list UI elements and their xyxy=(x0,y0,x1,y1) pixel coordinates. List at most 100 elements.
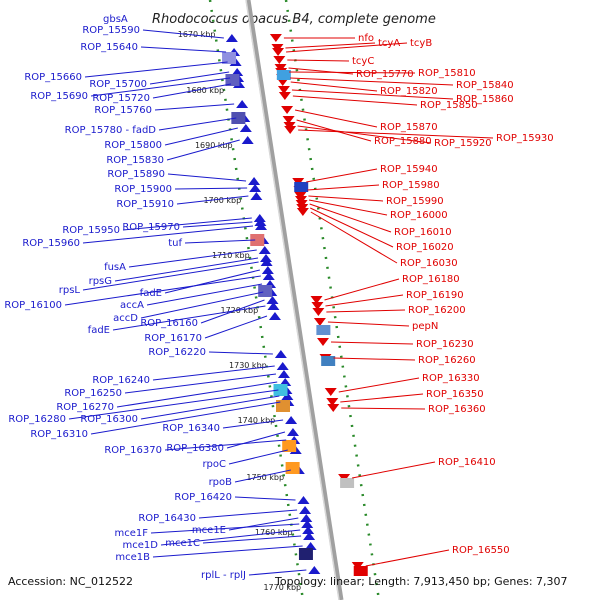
minus-strand-gene-arrow[interactable] xyxy=(284,126,297,134)
gene-label[interactable]: pepN xyxy=(412,321,438,332)
gene-label[interactable]: ROP_16350 xyxy=(426,389,484,400)
plus-strand-gene-arrow[interactable] xyxy=(258,246,271,254)
minus-strand-gene-block[interactable] xyxy=(340,478,355,488)
plus-strand-gene-arrow[interactable] xyxy=(301,520,314,528)
gene-label[interactable]: ROP_15940 xyxy=(380,164,438,175)
gene-label[interactable]: ROP_15700 xyxy=(89,79,147,90)
gene-label[interactable]: tcyA xyxy=(378,38,400,49)
gene-label[interactable]: ROP_16360 xyxy=(428,404,486,415)
gene-label[interactable]: fadE xyxy=(88,325,110,336)
gene-label[interactable]: ROP_15860 xyxy=(456,94,514,105)
gene-label[interactable]: mce1E xyxy=(192,525,226,536)
gene-label[interactable]: ROP_16270 xyxy=(56,402,114,413)
plus-strand-gene-arrow[interactable] xyxy=(297,496,310,504)
gene-label[interactable]: ROP_16380 xyxy=(166,443,224,454)
plus-strand-gene-arrow[interactable] xyxy=(277,370,290,378)
gene-label[interactable]: ROP_15820 xyxy=(380,86,438,97)
plus-strand-gene-arrow[interactable] xyxy=(266,296,279,304)
gene-label[interactable]: ROP_16160 xyxy=(140,318,198,329)
gene-label[interactable]: ROP_16020 xyxy=(396,242,454,253)
gene-label[interactable]: accA xyxy=(120,300,144,311)
gene-label[interactable]: ROP_16280 xyxy=(8,414,66,425)
gene-label[interactable]: tcyB xyxy=(410,38,432,49)
minus-strand-gene-arrow[interactable] xyxy=(277,86,290,94)
gene-label[interactable]: ROP_16300 xyxy=(80,414,138,425)
gene-label[interactable]: ROP_16180 xyxy=(402,274,460,285)
minus-strand-gene-arrow[interactable] xyxy=(281,106,294,114)
minus-strand-gene-arrow[interactable] xyxy=(326,398,339,406)
gene-label[interactable]: mce1F xyxy=(114,528,148,539)
plus-strand-gene-arrow[interactable] xyxy=(267,302,280,310)
minus-strand-gene-block[interactable] xyxy=(321,356,336,366)
plus-strand-gene-block[interactable] xyxy=(273,384,288,396)
gene-label[interactable]: ROP_15920 xyxy=(434,138,492,149)
plus-strand-gene-arrow[interactable] xyxy=(299,506,312,514)
minus-strand-gene-arrow[interactable] xyxy=(327,404,340,412)
top-gene-label[interactable]: gbsA xyxy=(103,14,128,25)
gene-label[interactable]: fadE xyxy=(140,288,162,299)
minus-strand-gene-arrow[interactable] xyxy=(312,308,325,316)
plus-strand-gene-arrow[interactable] xyxy=(241,136,254,144)
plus-strand-gene-arrow[interactable] xyxy=(268,312,281,320)
gene-label[interactable]: ROP_16250 xyxy=(64,388,122,399)
gene-label[interactable]: tuf xyxy=(168,238,182,249)
gene-label[interactable]: ROP_16170 xyxy=(144,333,202,344)
gene-label[interactable]: ROP_15930 xyxy=(496,133,554,144)
minus-strand-gene-arrow[interactable] xyxy=(313,318,326,326)
gene-label[interactable]: ROP_15840 xyxy=(456,80,514,91)
gene-label[interactable]: rpoC xyxy=(202,459,226,470)
plus-strand-gene-block[interactable] xyxy=(298,548,313,560)
gene-label[interactable]: mce1B xyxy=(115,552,150,563)
gene-label[interactable]: accD xyxy=(113,313,138,324)
gene-label[interactable]: ROP_16200 xyxy=(408,305,466,316)
plus-strand-gene-arrow[interactable] xyxy=(303,532,316,540)
gene-label[interactable]: ROP_15780 - fadD xyxy=(65,125,157,136)
gene-label[interactable]: ROP_16340 xyxy=(162,423,220,434)
plus-strand-gene-arrow[interactable] xyxy=(274,350,287,358)
gene-label[interactable]: ROP_16260 xyxy=(418,355,476,366)
gene-label[interactable]: ROP_15900 xyxy=(114,184,172,195)
gene-label[interactable]: ROP_15760 xyxy=(94,105,152,116)
gene-label[interactable]: mce1D xyxy=(123,540,159,551)
plus-strand-gene-arrow[interactable] xyxy=(239,124,252,132)
gene-label[interactable]: ROP_16230 xyxy=(416,339,474,350)
gene-label[interactable]: ROP_15980 xyxy=(382,180,440,191)
gene-label[interactable]: ROP_16100 xyxy=(4,300,62,311)
minus-strand-gene-arrow[interactable] xyxy=(296,208,309,216)
plus-strand-gene-arrow[interactable] xyxy=(254,218,267,226)
plus-strand-gene-arrow[interactable] xyxy=(236,100,249,108)
plus-strand-gene-arrow[interactable] xyxy=(260,258,273,266)
gene-label[interactable]: ROP_15950 xyxy=(62,225,120,236)
plus-strand-gene-block[interactable] xyxy=(258,285,273,297)
plus-strand-gene-block[interactable] xyxy=(222,52,237,64)
gene-label[interactable]: ROP_15810 xyxy=(418,68,476,79)
minus-strand-gene-arrow[interactable] xyxy=(269,34,282,42)
gene-label[interactable]: ROP_15960 xyxy=(22,238,80,249)
gene-label[interactable]: ROP_16240 xyxy=(92,375,150,386)
gene-label[interactable]: tcyC xyxy=(352,56,374,67)
gene-label[interactable]: ROP_16370 xyxy=(104,445,162,456)
plus-strand-gene-arrow[interactable] xyxy=(276,362,289,370)
plus-strand-gene-arrow[interactable] xyxy=(300,514,313,522)
plus-strand-gene-arrow[interactable] xyxy=(225,34,238,42)
gene-label[interactable]: ROP_16010 xyxy=(394,227,452,238)
gene-label[interactable]: ROP_15880 xyxy=(374,136,432,147)
gene-label[interactable]: ROP_16030 xyxy=(400,258,458,269)
gene-label[interactable]: fusA xyxy=(104,262,126,273)
minus-strand-gene-arrow[interactable] xyxy=(311,302,324,310)
minus-strand-gene-block[interactable] xyxy=(276,70,291,80)
plus-strand-gene-arrow[interactable] xyxy=(249,184,262,192)
minus-strand-gene-arrow[interactable] xyxy=(282,116,295,124)
plus-strand-gene-arrow[interactable] xyxy=(248,177,261,185)
gene-label[interactable]: ROP_15870 xyxy=(380,122,438,133)
plus-strand-gene-block[interactable] xyxy=(282,440,297,452)
gene-label[interactable]: rpsL xyxy=(59,285,81,296)
gene-label[interactable]: ROP_15830 xyxy=(106,155,164,166)
plus-strand-gene-block[interactable] xyxy=(250,234,265,246)
plus-strand-gene-arrow[interactable] xyxy=(250,192,263,200)
plus-strand-gene-block[interactable] xyxy=(276,400,290,412)
minus-strand-gene-arrow[interactable] xyxy=(278,92,291,100)
plus-strand-gene-arrow[interactable] xyxy=(285,416,298,424)
gene-label[interactable]: ROP_16430 xyxy=(138,513,196,524)
gene-label[interactable]: rpsG xyxy=(89,276,112,287)
